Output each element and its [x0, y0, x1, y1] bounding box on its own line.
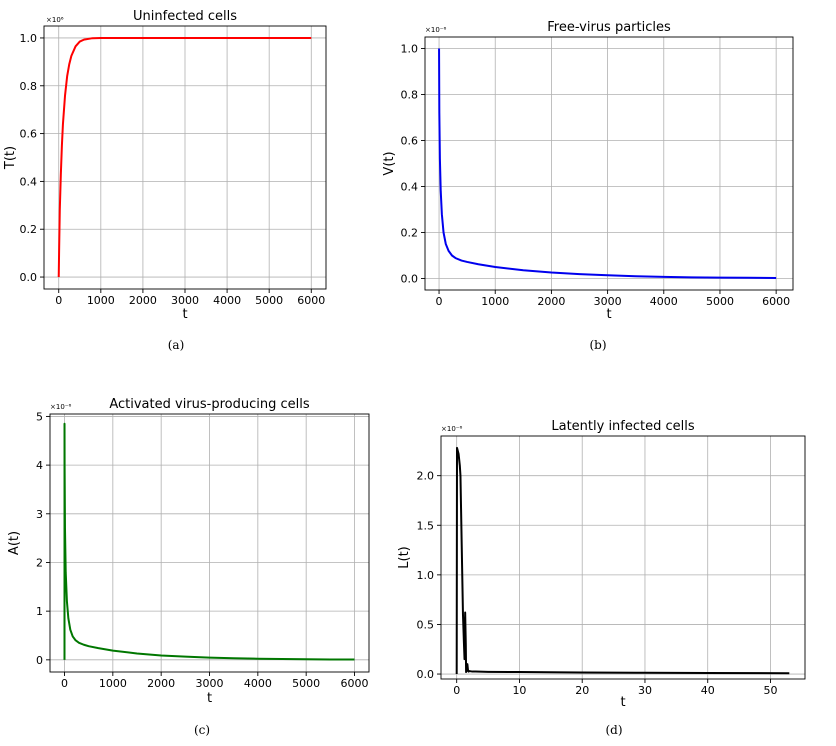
x-tick-label: 6000 [297, 294, 325, 307]
series-line [455, 446, 790, 675]
plot-frame [49, 413, 370, 673]
panel-caption: (a) [168, 338, 185, 352]
y-tick-label: 1.0 [20, 32, 38, 45]
x-axis-label: t [620, 695, 625, 710]
x-tick-label: 0 [55, 294, 62, 307]
x-tick-label: 3000 [594, 295, 622, 308]
x-tick-label: 2000 [129, 294, 157, 307]
x-tick-label: 1000 [99, 677, 127, 690]
y-axis-label: T(t) [3, 146, 18, 170]
y-tick-label: 2.0 [417, 470, 435, 483]
y-tick-label: 3 [36, 508, 43, 521]
x-tick-label: 3000 [171, 294, 199, 307]
y-tick-label: 0.5 [417, 618, 435, 631]
x-tick-label: 50 [763, 684, 777, 697]
panel-caption: (d) [605, 723, 622, 737]
chart-title: Latently infected cells [551, 419, 695, 434]
panel-a: 0 1000 2000 3000 4000 5000 6000 0.0 0.2 0.4 0.6 0.8… [3, 9, 327, 352]
y-tick-label: 0.8 [401, 89, 419, 102]
panel-b: 0 1000 2000 3000 4000 5000 6000 0.0 0.2 0.4 0.6 0.8… [382, 20, 794, 352]
series-line [63, 422, 355, 661]
plot-frame [43, 25, 327, 290]
y-tick-label: 4 [36, 459, 43, 472]
x-tick-label: 20 [575, 684, 589, 697]
y-tick-label: 1.5 [417, 519, 435, 532]
x-tick-label: 0 [61, 677, 68, 690]
y-tick-label: 0.0 [401, 273, 419, 286]
y-tick-label: 0.4 [401, 181, 419, 194]
y-multiplier: ×10⁶ [46, 16, 64, 24]
y-tick-label: 0.4 [20, 175, 38, 188]
plot-frame [440, 435, 806, 680]
x-tick-label: 5000 [255, 294, 283, 307]
panel-c: 0 1000 2000 3000 4000 5000 6000 0 1 2 3 4 5 Activated… [7, 397, 370, 737]
x-tick-label: 0 [453, 684, 460, 697]
x-tick-label: 3000 [196, 677, 224, 690]
x-tick-label: 2000 [537, 295, 565, 308]
y-tick-label: 0.8 [20, 80, 38, 93]
panel-caption: (c) [194, 723, 210, 737]
y-tick-label: 1.0 [401, 43, 419, 56]
x-axis-label: t [207, 691, 212, 706]
y-tick-label: 0 [36, 654, 43, 667]
y-axis-label: V(t) [382, 151, 397, 175]
x-tick-label: 1000 [87, 294, 115, 307]
y-tick-label: 2 [36, 556, 43, 569]
panel-d: 0 10 20 30 40 50 0.0 0.5 1.0 1.5 2.0 Latently infec… [397, 419, 806, 737]
y-tick-label: 0.6 [401, 135, 419, 148]
x-tick-label: 4000 [244, 677, 272, 690]
x-tick-label: 4000 [650, 295, 678, 308]
y-tick-label: 0.6 [20, 128, 38, 141]
y-tick-label: 5 [36, 410, 43, 423]
x-tick-label: 6000 [762, 295, 790, 308]
x-tick-label: 40 [701, 684, 715, 697]
x-tick-label: 10 [512, 684, 526, 697]
x-tick-label: 6000 [341, 677, 369, 690]
x-tick-label: 1000 [481, 295, 509, 308]
y-multiplier: ×10⁻⁶ [441, 425, 462, 433]
x-tick-label: 4000 [213, 294, 241, 307]
chart-title: Free-virus particles [547, 20, 671, 35]
y-tick-label: 0.0 [20, 271, 38, 284]
y-tick-label: 1 [36, 605, 43, 618]
x-axis-label: t [606, 307, 611, 322]
plot-frame [424, 36, 794, 291]
y-axis-label: A(t) [7, 531, 22, 555]
chart-title: Uninfected cells [133, 9, 237, 24]
x-tick-label: 5000 [292, 677, 320, 690]
y-multiplier: ×10⁻⁶ [50, 403, 71, 411]
series-line [438, 48, 777, 280]
x-tick-label: 5000 [706, 295, 734, 308]
y-tick-label: 1.0 [417, 569, 435, 582]
y-tick-label: 0.2 [20, 223, 38, 236]
y-tick-label: 0.0 [417, 668, 435, 681]
x-tick-label: 2000 [147, 677, 175, 690]
y-multiplier: ×10⁻⁶ [425, 26, 446, 34]
series-line [57, 36, 312, 278]
chart-title: Activated virus-producing cells [109, 397, 310, 412]
y-tick-label: 0.2 [401, 227, 419, 240]
x-tick-label: 0 [436, 295, 443, 308]
x-tick-label: 30 [638, 684, 652, 697]
x-axis-label: t [182, 307, 187, 322]
y-axis-label: L(t) [397, 546, 412, 568]
panel-caption: (b) [589, 338, 606, 352]
